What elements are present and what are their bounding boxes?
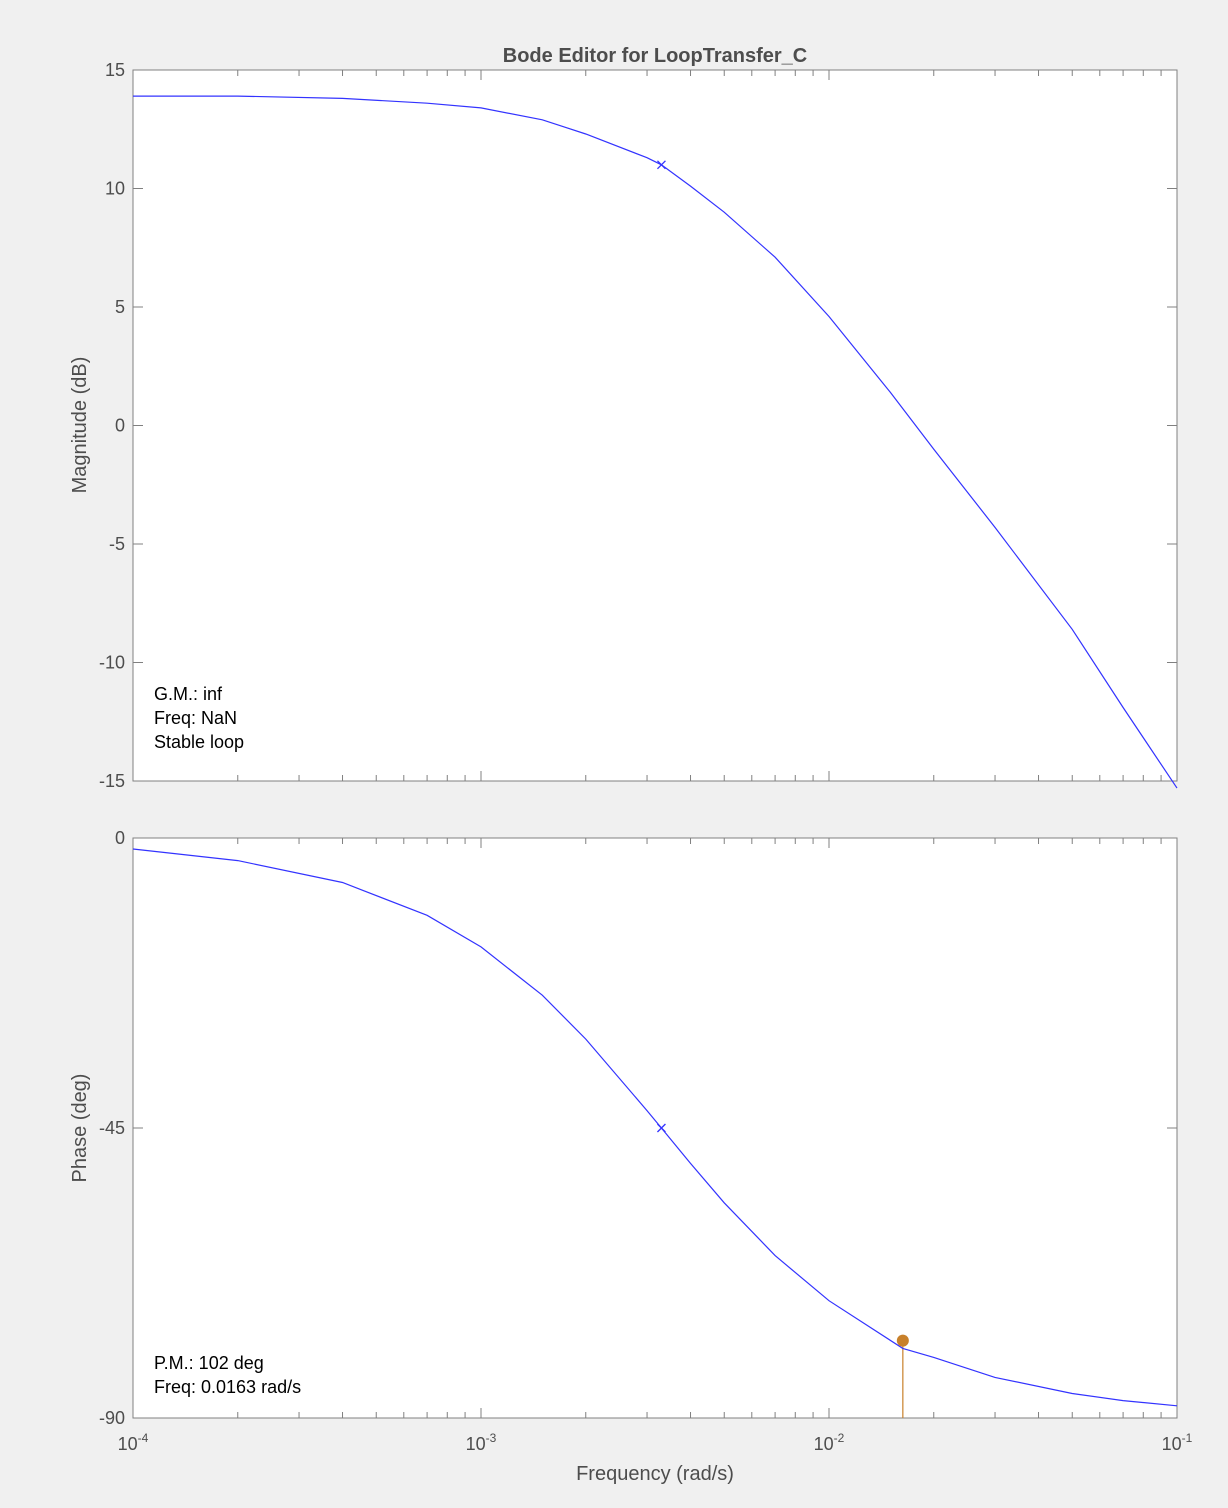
magnitude-ylabel: Magnitude (dB) xyxy=(69,357,91,494)
x-tick-label-base: 10 xyxy=(118,1434,138,1454)
magnitude-tick-label: 0 xyxy=(115,416,125,436)
phase-ylabel: Phase (deg) xyxy=(69,1074,91,1183)
x-axis-label: Frequency (rad/s) xyxy=(576,1463,734,1485)
phase-plot[interactable]: 0 -45 -90 Phase (deg) P.M.: 102 deg Freq: … xyxy=(69,828,1178,1428)
phase-tick-label: -90 xyxy=(99,1408,125,1428)
x-tick-labels: 10-4 10-3 10-2 10-1 xyxy=(118,1431,1193,1454)
x-tick-label: 10-1 xyxy=(1162,1431,1193,1454)
magnitude-ticks: 15 10 5 0 -5 -10 -15 xyxy=(99,60,1177,791)
phase-curve[interactable] xyxy=(132,848,1178,1407)
phase-margin-label: P.M.: 102 deg xyxy=(154,1353,264,1373)
x-tick-label-base: 10 xyxy=(814,1434,834,1454)
x-tick-label-exponent: -4 xyxy=(138,1431,149,1445)
phase-margin-marker[interactable] xyxy=(896,1334,909,1347)
x-tick-label-exponent: -2 xyxy=(834,1431,845,1445)
x-tick-label: 10-4 xyxy=(118,1431,149,1454)
magnitude-tick-label: -15 xyxy=(99,771,125,791)
x-tick-label-exponent: -1 xyxy=(1182,1431,1193,1445)
chart-title: Bode Editor for LoopTransfer_C xyxy=(503,45,807,67)
magnitude-pole-marker[interactable] xyxy=(656,160,666,170)
gain-margin-label: G.M.: inf xyxy=(154,684,223,704)
x-tick-label-base: 10 xyxy=(1162,1434,1182,1454)
phase-tick-label: -45 xyxy=(99,1118,125,1138)
phase-plot-area xyxy=(132,837,1178,1419)
pole-cross-stroke xyxy=(656,160,666,170)
phase-pole-marker[interactable] xyxy=(656,1123,666,1133)
magnitude-tick-label: 10 xyxy=(105,179,125,199)
x-tick-label-exponent: -3 xyxy=(486,1431,497,1445)
gain-margin-frequency-label: Freq: NaN xyxy=(154,708,237,728)
pole-cross-stroke xyxy=(656,1123,666,1133)
magnitude-tick-label: 15 xyxy=(105,60,125,80)
magnitude-tick-label: 5 xyxy=(115,297,125,317)
phase-ticks: 0 -45 -90 xyxy=(99,828,1177,1428)
magnitude-tick-label: -10 xyxy=(99,653,125,673)
x-tick-label-base: 10 xyxy=(466,1434,486,1454)
magnitude-tick-label: -5 xyxy=(109,534,125,554)
phase-tick-label: 0 xyxy=(115,828,125,848)
phase-margin-frequency-label: Freq: 0.0163 rad/s xyxy=(154,1377,301,1397)
stability-label: Stable loop xyxy=(154,732,244,752)
magnitude-curve[interactable] xyxy=(133,95,1178,789)
magnitude-plot-area xyxy=(132,69,1178,782)
x-tick-label: 10-2 xyxy=(814,1431,845,1454)
x-tick-label: 10-3 xyxy=(466,1431,497,1454)
